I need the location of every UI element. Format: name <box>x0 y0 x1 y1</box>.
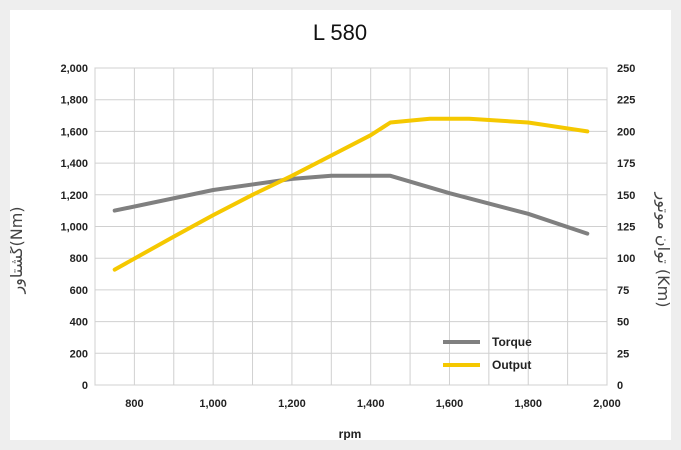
y-left-tick-label: 800 <box>70 253 88 265</box>
y-left-tick-label: 400 <box>70 317 88 329</box>
y-right-tick-label: 200 <box>617 126 635 138</box>
series-line-output <box>112 116 590 272</box>
y-left-tick-label: 1,400 <box>60 158 88 170</box>
chart-title: L 580 <box>313 20 367 45</box>
line-chart: 800 1,000 1,200 1,400 1,600 1,800 2,000 0 200 400… <box>10 20 671 440</box>
y-right-tick-label: 175 <box>617 158 635 170</box>
y-right-tick-label: 25 <box>617 348 629 360</box>
x-tick-label: 1,000 <box>199 398 227 410</box>
y-left-tick-label: 200 <box>70 348 88 360</box>
y-right-tick-label: 250 <box>617 63 635 75</box>
y-right-tick-label: 0 <box>617 380 623 392</box>
y-left-tick-label: 600 <box>70 285 88 297</box>
series-layer <box>112 116 590 272</box>
y-right-tick-label: 225 <box>617 95 635 107</box>
x-tick-label: 800 <box>125 398 143 410</box>
y-left-tick-label: 1,000 <box>60 222 88 234</box>
y-left-tick-label: 1,200 <box>60 190 88 202</box>
y-left-tick-label: 2,000 <box>60 63 88 75</box>
y-axis-right-title: توان موتور (Km) <box>653 192 671 308</box>
y-axis-left-title: گشتاور(Nm) <box>10 206 27 294</box>
y-right-tick-label: 100 <box>617 253 635 265</box>
y-right-tick-label: 50 <box>617 317 629 329</box>
legend-label-torque: Torque <box>492 335 532 349</box>
legend-label-output: Output <box>492 358 531 372</box>
x-tick-label: 1,400 <box>357 398 385 410</box>
x-tick-label: 2,000 <box>593 398 621 410</box>
y-left-tick-label: 0 <box>82 380 88 392</box>
x-tick-label: 1,600 <box>436 398 464 410</box>
legend: Torque Output <box>443 335 532 372</box>
y-right-tick-label: 75 <box>617 285 629 297</box>
tick-labels: 800 1,000 1,200 1,400 1,600 1,800 2,000 0 200 400… <box>60 63 635 410</box>
x-axis-title: rpm <box>339 427 362 440</box>
series-line-torque <box>112 173 590 236</box>
x-tick-label: 1,200 <box>278 398 306 410</box>
chart-panel: 800 1,000 1,200 1,400 1,600 1,800 2,000 0 200 400… <box>10 10 671 440</box>
y-left-tick-label: 1,600 <box>60 126 88 138</box>
x-tick-label: 1,800 <box>514 398 542 410</box>
y-right-tick-label: 125 <box>617 222 635 234</box>
y-left-tick-label: 1,800 <box>60 95 88 107</box>
y-right-tick-label: 150 <box>617 190 635 202</box>
